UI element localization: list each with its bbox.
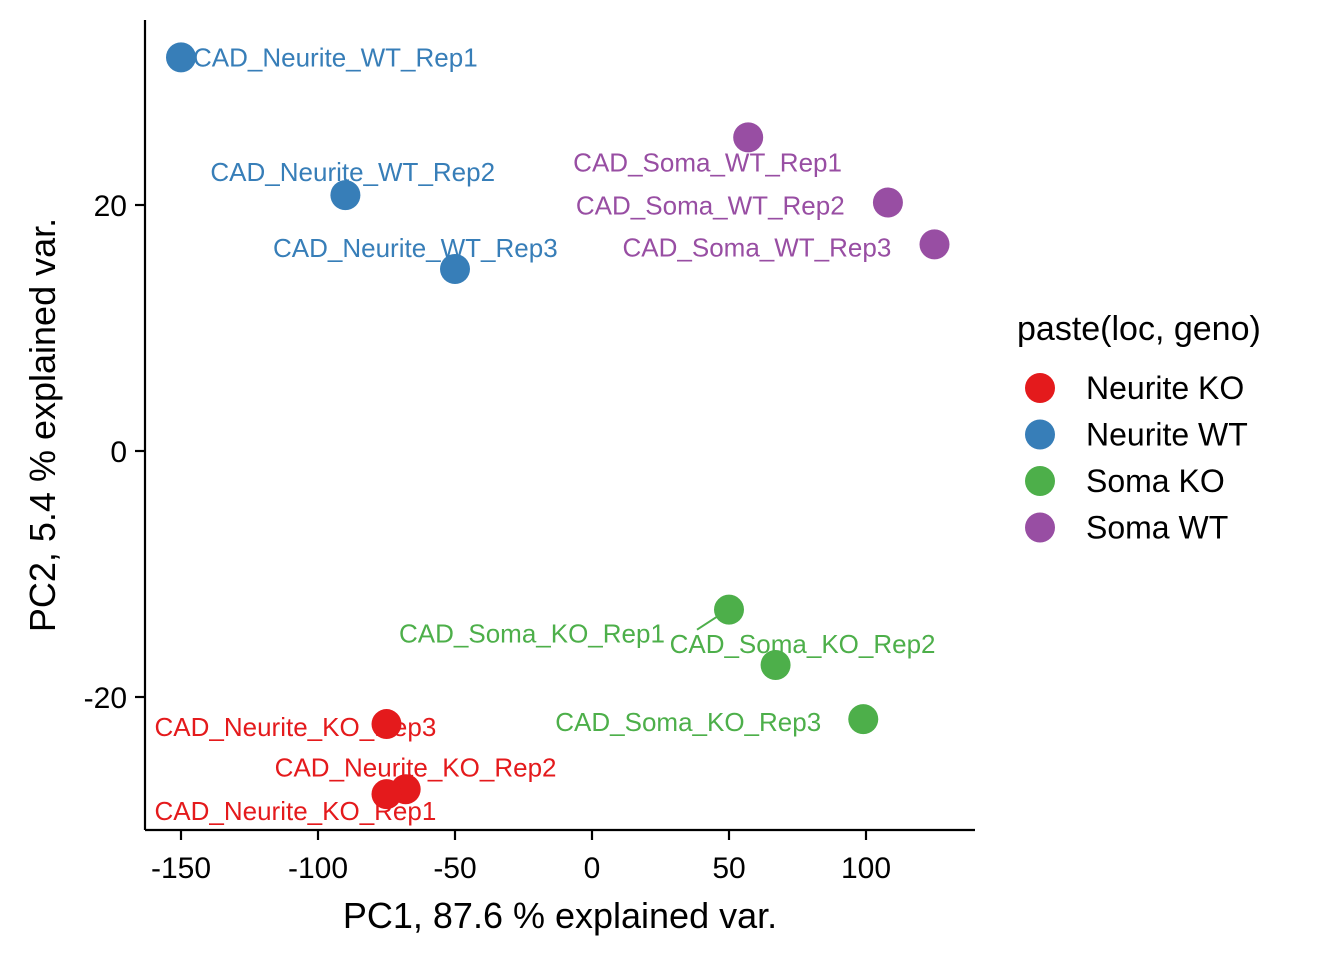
y-tick-label: 20	[94, 190, 127, 223]
legend-label: Neurite KO	[1086, 370, 1244, 406]
label-connector	[696, 615, 718, 631]
x-tick-label: -150	[151, 852, 211, 885]
legend: paste(loc, geno) Neurite KO Neurite WT Soma…	[1017, 310, 1261, 546]
point-label: CAD_Soma_KO_Rep1	[399, 619, 665, 649]
data-point	[440, 253, 470, 284]
legend-label: Neurite WT	[1086, 417, 1248, 453]
data-point	[733, 122, 764, 153]
x-tick-label: 0	[584, 852, 601, 885]
data-point	[330, 180, 361, 211]
y-axis-title: PC2, 5.4 % explained var.	[22, 218, 63, 632]
legend-title: paste(loc, geno)	[1017, 310, 1261, 348]
x-axis-title: PC1, 87.6 % explained var.	[343, 895, 777, 936]
data-point	[919, 229, 950, 260]
point-label: CAD_Soma_KO_Rep2	[670, 629, 936, 659]
legend-swatch	[1025, 419, 1055, 450]
data-point	[371, 779, 402, 810]
y-tick-label: 0	[110, 436, 127, 469]
data-points	[166, 42, 950, 810]
point-label: CAD_Neurite_WT_Rep3	[273, 233, 558, 263]
legend-swatch	[1025, 466, 1055, 496]
legend-swatch	[1025, 512, 1055, 543]
data-point	[848, 704, 879, 735]
data-point	[371, 709, 402, 740]
point-labels: CAD_Neurite_WT_Rep1CAD_Neurite_WT_Rep2CA…	[155, 42, 936, 826]
axes: -150 -100 -50 0 50 100 -20 0 20	[84, 20, 975, 885]
data-point	[872, 187, 903, 218]
point-label: CAD_Neurite_KO_Rep2	[275, 752, 557, 782]
point-label: CAD_Soma_WT_Rep1	[573, 147, 842, 177]
point-label: CAD_Soma_KO_Rep3	[555, 707, 821, 737]
y-tick-label: -20	[84, 682, 127, 715]
legend-swatch	[1025, 373, 1055, 403]
data-point	[166, 42, 196, 73]
x-tick-label: -50	[433, 852, 476, 885]
x-tick-label: -100	[288, 852, 348, 885]
x-tick-label: 50	[712, 852, 745, 885]
data-point	[714, 594, 744, 625]
x-tick-label: 100	[841, 852, 891, 885]
point-label: CAD_Soma_WT_Rep3	[623, 232, 892, 262]
point-label: CAD_Soma_WT_Rep2	[576, 191, 845, 221]
data-point	[760, 650, 791, 681]
legend-label: Soma KO	[1086, 463, 1225, 499]
legend-label: Soma WT	[1086, 510, 1228, 546]
point-label: CAD_Neurite_WT_Rep1	[193, 42, 478, 72]
